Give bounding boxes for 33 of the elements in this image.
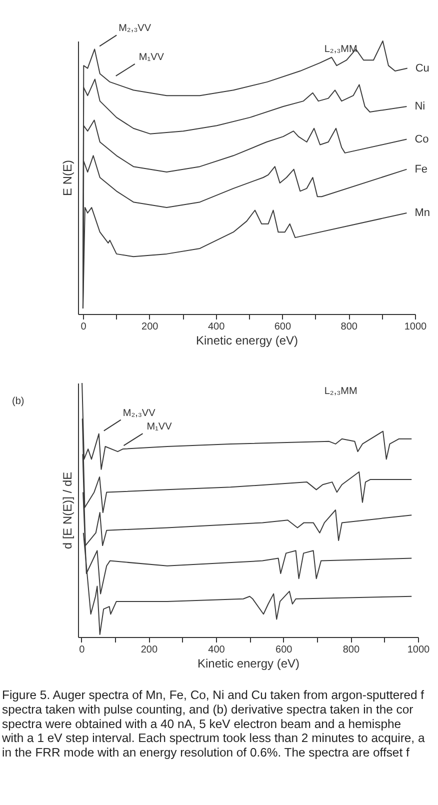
x-tick-label: 0: [80, 322, 87, 332]
x-tick-label: 400: [208, 644, 226, 656]
x-tick-label: 200: [140, 644, 158, 656]
annotation: M₁VV: [138, 52, 164, 63]
x-tick-label: 400: [208, 322, 226, 332]
y-axis-title: d [E N(E)] / dE: [60, 472, 74, 550]
caption: Figure 5. Auger spectra of Mn, Fe, Co, Ni and Cu taken from argon-sputtered f: [2, 688, 425, 702]
text: (b): [12, 396, 24, 407]
annotation: M₁VV: [146, 422, 172, 433]
series-label: Fe: [414, 163, 428, 176]
text: spectra taken with pulse counting, and (b) derivative spectra taken in the cor: [2, 702, 414, 716]
y-axis-title: E N(E): [60, 160, 74, 196]
annotation: M₂,₃VV: [118, 23, 152, 34]
x-tick-label: 600: [274, 322, 292, 332]
text: with a 1 eV step interval. Each spectrum took less than 2 minutes to acquire, a: [1, 731, 425, 746]
series-label: Cu: [415, 62, 430, 74]
text: in the FRR mode with an energy resolution of 0.6%. The spectra are offset f: [2, 746, 410, 760]
annotation: M₂,₃VV: [122, 408, 156, 419]
x-tick-label: 800: [340, 322, 358, 332]
series-label: Co: [414, 133, 429, 146]
x-tick-label: 0: [79, 644, 86, 656]
x-tick-label: 600: [276, 644, 293, 656]
x-tick-label: 1000: [407, 644, 430, 656]
annotation: L₂,₃MM: [324, 386, 358, 397]
x-tick-label: 1000: [404, 322, 428, 332]
x-tick-label: 800: [342, 644, 360, 656]
series-label: Ni: [414, 100, 426, 113]
annotation: L₂,₃MM: [324, 44, 358, 55]
x-tick-label: 200: [142, 322, 159, 332]
text: spectra were obtained with a 40 nA, 5 keV electron beam and a hemisphe: [2, 716, 402, 731]
x-axis-title: Kinetic energy (eV): [197, 656, 300, 670]
x-axis-title: Kinetic energy (eV): [196, 334, 298, 348]
series-label: Mn: [414, 206, 430, 219]
